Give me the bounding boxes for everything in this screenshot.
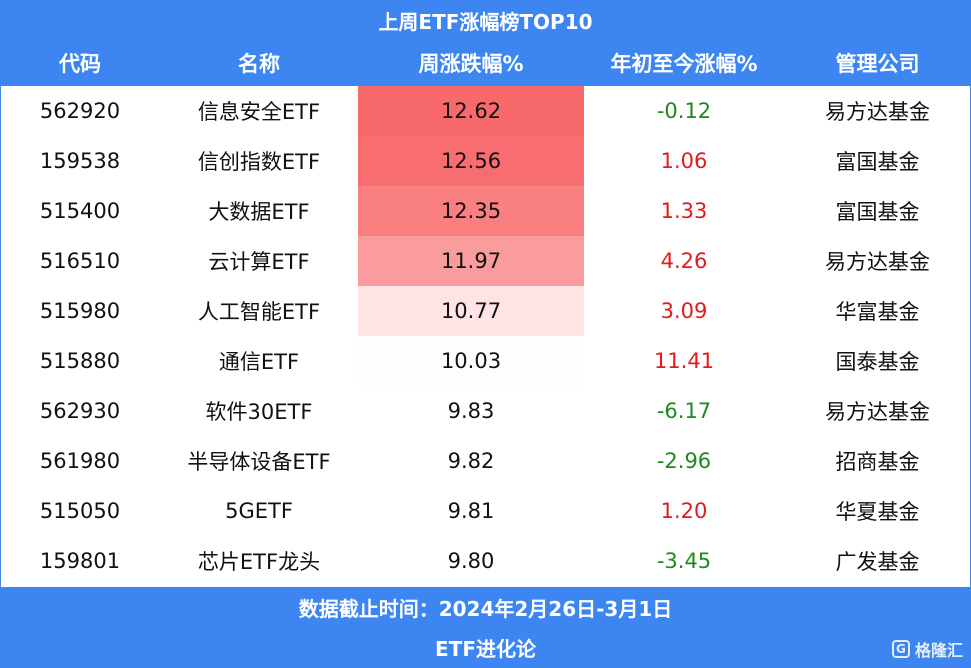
cell-company: 易方达基金	[825, 100, 930, 124]
header-week-change: 周涨跌幅%	[418, 52, 524, 76]
cell-company: 富国基金	[835, 200, 920, 224]
header-name: 名称	[238, 52, 280, 76]
cell-company: 易方达基金	[825, 400, 930, 424]
cell-company: 国泰基金	[835, 350, 920, 374]
cell-company: 华富基金	[835, 300, 920, 324]
cell-code: 561980	[39, 449, 121, 473]
cell-ytd-change: 3.09	[660, 299, 708, 323]
cell-week-change: 9.81	[358, 486, 584, 536]
cell-code: 515980	[39, 299, 121, 323]
header-company: 管理公司	[835, 52, 920, 76]
cell-code: 515880	[39, 349, 121, 373]
cell-code: 159801	[39, 549, 121, 573]
table-row: 159801 芯片ETF龙头 9.80 -3.45 广发基金	[0, 536, 971, 586]
cell-code: 159538	[39, 149, 121, 173]
cell-ytd-change: -6.17	[656, 399, 712, 423]
cell-company: 华夏基金	[835, 500, 920, 524]
cell-ytd-change: 1.20	[660, 499, 708, 523]
table-row: 562930 软件30ETF 9.83 -6.17 易方达基金	[0, 386, 971, 436]
table-row: 515880 通信ETF 10.03 11.41 国泰基金	[0, 336, 971, 386]
table-row: 561980 半导体设备ETF 9.82 -2.96 招商基金	[0, 436, 971, 486]
cell-ytd-change: -2.96	[656, 449, 712, 473]
cell-name: 通信ETF	[218, 350, 300, 374]
cell-week-change: 9.83	[358, 386, 584, 436]
watermark-text: 格隆汇	[914, 641, 963, 660]
cell-week-change: 9.80	[358, 536, 584, 586]
table-row: 562920 信息安全ETF 12.62 -0.12 易方达基金	[0, 86, 971, 136]
table-row: 159538 信创指数ETF 12.56 1.06 富国基金	[0, 136, 971, 186]
logo-icon: G	[891, 640, 910, 658]
cell-name: 5GETF	[225, 499, 293, 523]
table-row: 515050 5GETF 9.81 1.20 华夏基金	[0, 486, 971, 536]
cell-company: 富国基金	[835, 150, 920, 174]
cell-week-change: 12.62	[358, 86, 584, 136]
header-code: 代码	[59, 52, 101, 76]
cell-name: 人工智能ETF	[197, 300, 321, 324]
header-ytd-change: 年初至今涨幅%	[610, 52, 758, 76]
cell-name: 软件30ETF	[205, 400, 313, 424]
cell-code: 562920	[39, 99, 121, 123]
cell-code: 515050	[39, 499, 121, 523]
cell-name: 信创指数ETF	[197, 150, 321, 174]
cell-ytd-change: 4.26	[660, 249, 708, 273]
cell-week-change: 9.82	[358, 436, 584, 486]
cell-company: 招商基金	[835, 450, 920, 474]
cell-code: 562930	[39, 399, 121, 423]
cell-week-change: 10.03	[358, 336, 584, 386]
cell-code: 516510	[39, 249, 121, 273]
cell-name: 芯片ETF龙头	[197, 550, 321, 574]
cell-name: 信息安全ETF	[197, 100, 321, 124]
header-row: 代码 名称 周涨跌幅% 年初至今涨幅% 管理公司	[0, 40, 971, 86]
cell-ytd-change: 11.41	[653, 349, 715, 373]
cell-code: 515400	[39, 199, 121, 223]
cell-ytd-change: 1.33	[660, 199, 708, 223]
cell-name: 大数据ETF	[208, 200, 310, 224]
cell-week-change: 12.56	[358, 136, 584, 186]
table-row: 516510 云计算ETF 11.97 4.26 易方达基金	[0, 236, 971, 286]
cell-company: 易方达基金	[825, 250, 930, 274]
cell-week-change: 11.97	[358, 236, 584, 286]
table-title: 上周ETF涨幅榜TOP10	[0, 0, 971, 40]
cell-ytd-change: -3.45	[656, 549, 712, 573]
watermark: G 格隆汇	[891, 638, 963, 660]
data-cutoff-note: 数据截止时间：2024年2月26日-3月1日	[0, 587, 971, 627]
cell-week-change: 12.35	[358, 186, 584, 236]
cell-ytd-change: -0.12	[656, 99, 712, 123]
cell-company: 广发基金	[835, 550, 920, 574]
table-row: 515400 大数据ETF 12.35 1.33 富国基金	[0, 186, 971, 236]
cell-name: 半导体设备ETF	[187, 450, 331, 474]
source-label: ETF进化论	[0, 627, 971, 668]
cell-ytd-change: 1.06	[660, 149, 708, 173]
table-row: 515980 人工智能ETF 10.77 3.09 华富基金	[0, 286, 971, 336]
cell-week-change: 10.77	[358, 286, 584, 336]
cell-name: 云计算ETF	[208, 250, 310, 274]
